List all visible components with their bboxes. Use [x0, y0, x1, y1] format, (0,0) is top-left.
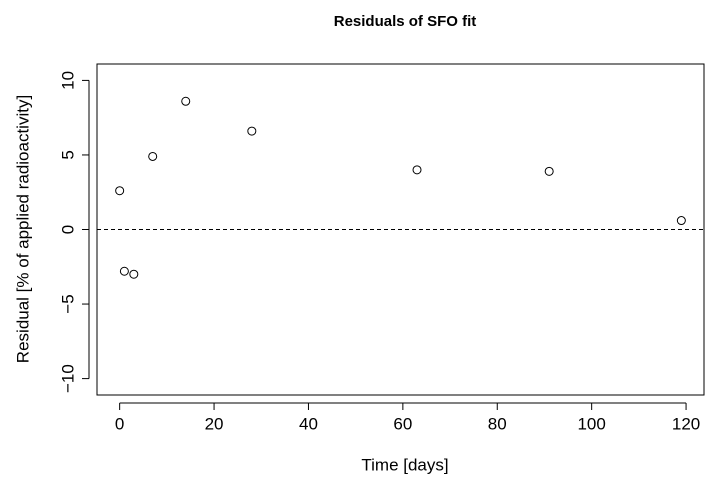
y-tick-label: −5	[58, 294, 77, 313]
y-axis-title: Residual [% of applied radioactivity]	[13, 95, 32, 363]
point	[129, 269, 139, 279]
x-tick-label: 60	[393, 414, 412, 433]
point	[119, 266, 129, 276]
point	[676, 216, 686, 226]
chart-title: Residuals of SFO fit	[334, 13, 477, 30]
y-tick-label: 10	[58, 71, 77, 90]
x-tick-label: 40	[299, 414, 318, 433]
x-tick-label: 0	[115, 414, 124, 433]
point	[247, 126, 257, 136]
point	[412, 165, 422, 175]
point	[544, 166, 554, 176]
point	[181, 96, 191, 106]
point	[115, 186, 125, 196]
y-tick-label: −10	[58, 364, 77, 393]
y-tick-label: 5	[58, 150, 77, 159]
x-tick-label: 80	[488, 414, 507, 433]
point	[148, 151, 158, 161]
x-tick-label: 120	[672, 414, 700, 433]
y-tick-label: 0	[58, 225, 77, 234]
x-axis-title: Time [days]	[361, 455, 448, 474]
x-tick-label: 20	[205, 414, 224, 433]
x-tick-label: 100	[577, 414, 605, 433]
